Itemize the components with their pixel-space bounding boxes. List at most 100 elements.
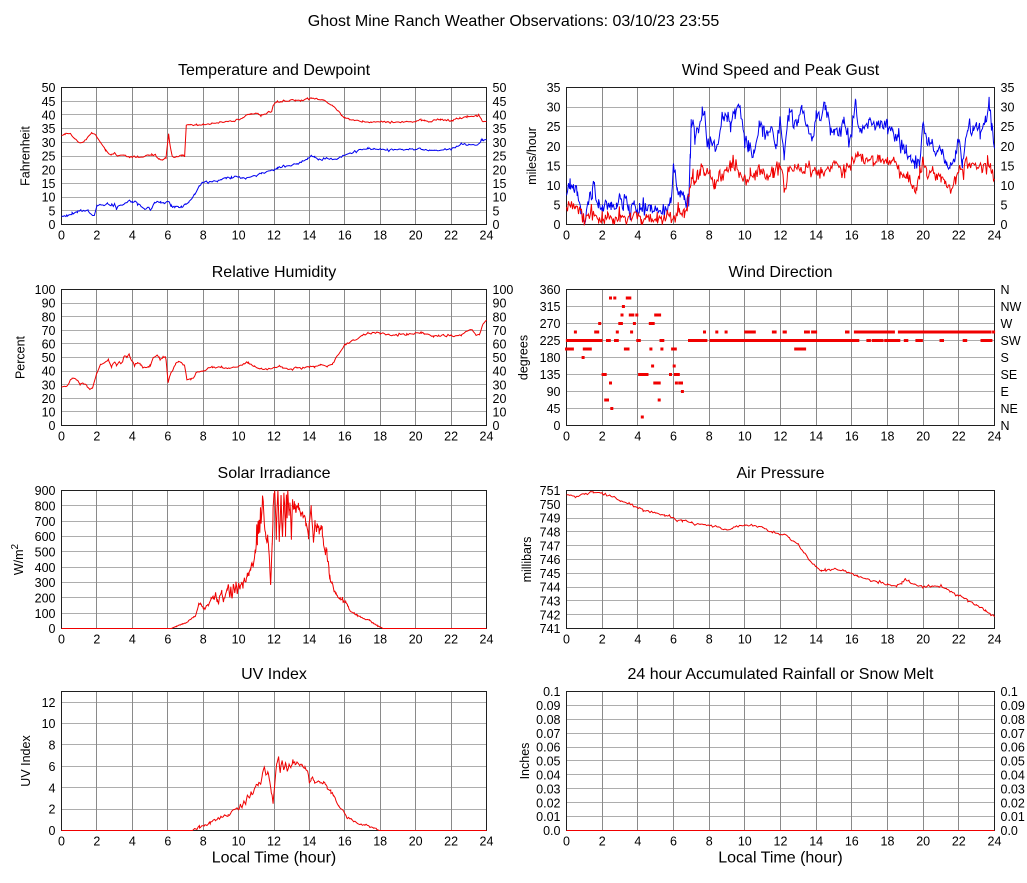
svg-text:60: 60	[493, 338, 507, 352]
svg-text:5: 5	[554, 199, 561, 213]
svg-text:12: 12	[774, 229, 788, 243]
svg-text:18: 18	[881, 835, 895, 849]
svg-text:70: 70	[493, 324, 507, 338]
svg-text:10: 10	[738, 229, 752, 243]
svg-text:6: 6	[670, 633, 677, 647]
svg-text:0.07: 0.07	[1001, 727, 1025, 741]
svg-text:SE: SE	[1001, 368, 1018, 382]
svg-text:600: 600	[35, 530, 56, 544]
svg-text:10: 10	[493, 191, 507, 205]
svg-text:8: 8	[49, 739, 56, 753]
svg-text:90: 90	[42, 297, 56, 311]
svg-text:744: 744	[540, 581, 561, 595]
svg-text:2: 2	[49, 803, 56, 817]
svg-text:Wind Speed and Peak Gust: Wind Speed and Peak Gust	[682, 62, 880, 79]
svg-text:35: 35	[547, 81, 561, 95]
svg-text:10: 10	[493, 406, 507, 420]
svg-text:24 hour Accumulated Rainfall o: 24 hour Accumulated Rainfall or Snow Mel…	[628, 666, 934, 683]
svg-text:24: 24	[988, 835, 1002, 849]
svg-text:10: 10	[232, 430, 246, 444]
svg-text:6: 6	[670, 229, 677, 243]
svg-text:18: 18	[373, 835, 387, 849]
svg-text:20: 20	[409, 430, 423, 444]
svg-text:800: 800	[35, 499, 56, 513]
svg-text:12: 12	[267, 229, 281, 243]
svg-text:360: 360	[540, 283, 561, 297]
svg-text:0: 0	[49, 419, 56, 433]
svg-text:200: 200	[35, 591, 56, 605]
svg-text:18: 18	[881, 229, 895, 243]
svg-text:8: 8	[200, 633, 207, 647]
svg-text:35: 35	[42, 122, 56, 136]
svg-text:45: 45	[547, 402, 561, 416]
svg-text:14: 14	[302, 835, 316, 849]
svg-text:22: 22	[952, 835, 966, 849]
svg-text:20: 20	[916, 835, 930, 849]
svg-text:0.09: 0.09	[536, 699, 560, 713]
svg-text:20: 20	[916, 430, 930, 444]
svg-text:12: 12	[42, 696, 56, 710]
svg-text:14: 14	[809, 229, 823, 243]
svg-text:UV Index: UV Index	[241, 666, 307, 683]
svg-text:16: 16	[338, 229, 352, 243]
svg-text:80: 80	[42, 310, 56, 324]
svg-text:25: 25	[547, 120, 561, 134]
svg-text:0: 0	[554, 419, 561, 433]
svg-text:Solar Irradiance: Solar Irradiance	[218, 465, 331, 482]
svg-text:400: 400	[35, 561, 56, 575]
svg-text:5: 5	[493, 204, 500, 218]
svg-text:W/m2: W/m2	[10, 543, 26, 575]
svg-text:0: 0	[58, 633, 65, 647]
svg-text:0.05: 0.05	[1001, 755, 1025, 769]
svg-text:0.03: 0.03	[536, 782, 560, 796]
svg-text:24: 24	[480, 633, 494, 647]
svg-text:10: 10	[42, 191, 56, 205]
svg-text:2: 2	[599, 430, 606, 444]
svg-text:2: 2	[93, 229, 100, 243]
svg-text:70: 70	[42, 324, 56, 338]
svg-text:4: 4	[129, 835, 136, 849]
svg-text:0: 0	[49, 824, 56, 838]
svg-text:24: 24	[480, 430, 494, 444]
svg-text:225: 225	[540, 334, 561, 348]
svg-text:40: 40	[493, 365, 507, 379]
svg-text:8: 8	[706, 835, 713, 849]
svg-text:22: 22	[952, 430, 966, 444]
svg-text:0.09: 0.09	[1001, 699, 1025, 713]
svg-text:10: 10	[1001, 179, 1015, 193]
svg-text:4: 4	[634, 835, 641, 849]
svg-text:100: 100	[493, 283, 514, 297]
svg-text:15: 15	[42, 177, 56, 191]
svg-text:14: 14	[302, 430, 316, 444]
svg-text:millibars: millibars	[520, 537, 534, 583]
svg-text:8: 8	[706, 633, 713, 647]
svg-text:15: 15	[547, 159, 561, 173]
svg-text:50: 50	[493, 351, 507, 365]
svg-text:0: 0	[563, 633, 570, 647]
svg-text:0: 0	[493, 218, 500, 232]
svg-text:10: 10	[738, 633, 752, 647]
svg-text:8: 8	[200, 835, 207, 849]
svg-text:18: 18	[373, 229, 387, 243]
svg-text:90: 90	[493, 297, 507, 311]
svg-text:35: 35	[493, 122, 507, 136]
svg-text:25: 25	[493, 150, 507, 164]
svg-text:50: 50	[42, 351, 56, 365]
svg-text:0.01: 0.01	[1001, 810, 1025, 824]
svg-text:40: 40	[42, 109, 56, 123]
svg-text:8: 8	[200, 229, 207, 243]
svg-text:10: 10	[232, 229, 246, 243]
svg-text:746: 746	[540, 553, 561, 567]
svg-text:24: 24	[480, 835, 494, 849]
svg-text:degrees: degrees	[517, 335, 531, 380]
svg-text:16: 16	[845, 835, 859, 849]
svg-text:12: 12	[774, 430, 788, 444]
svg-text:16: 16	[338, 430, 352, 444]
svg-text:16: 16	[845, 430, 859, 444]
svg-text:14: 14	[809, 633, 823, 647]
svg-text:4: 4	[634, 633, 641, 647]
svg-text:20: 20	[1001, 140, 1015, 154]
svg-text:6: 6	[49, 760, 56, 774]
svg-text:10: 10	[42, 717, 56, 731]
svg-text:10: 10	[232, 633, 246, 647]
